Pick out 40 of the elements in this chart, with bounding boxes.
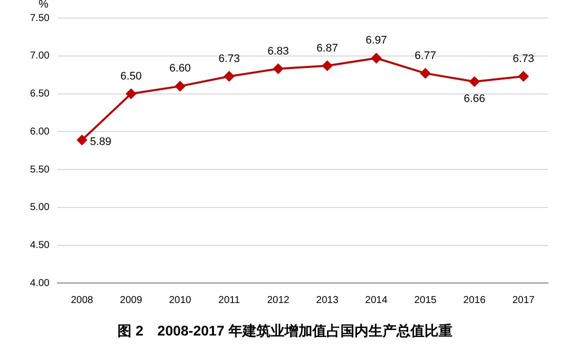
y-tick-label: 6.50 <box>30 88 50 100</box>
x-tick-label: 2010 <box>168 294 192 306</box>
point <box>371 53 382 64</box>
x-tick-label: 2011 <box>218 294 240 306</box>
data-label: 6.73 <box>512 52 534 65</box>
point <box>224 71 234 82</box>
data-label: 6.50 <box>120 70 142 82</box>
point <box>273 64 284 74</box>
x-tick-label: 2008 <box>70 294 94 306</box>
y-tick-label: 4.50 <box>30 240 50 252</box>
point <box>322 60 332 71</box>
point <box>469 76 480 87</box>
y-tick-label: 5.00 <box>30 202 50 214</box>
point <box>76 134 87 145</box>
data-label: 6.77 <box>414 50 436 62</box>
data-label: 5.89 <box>90 136 112 148</box>
x-tick-label: 2016 <box>463 294 486 306</box>
y-tick-label: 7.00 <box>30 50 50 62</box>
y-tick-label: 7.50 <box>30 12 50 24</box>
point <box>175 81 186 92</box>
text: 图 2 2008-2017 年建筑业增加值占国内生产总值比重 <box>118 322 452 338</box>
data-label: 6.97 <box>366 34 388 47</box>
x-tick-label: 2009 <box>120 294 143 306</box>
x-tick-label: 2012 <box>267 294 290 306</box>
x-tick-label: 2014 <box>365 294 388 306</box>
x-tick-label: 2015 <box>414 294 437 306</box>
y-tick-label: 6.00 <box>30 126 50 138</box>
point <box>420 68 430 78</box>
y-tick-label: 5.50 <box>30 164 50 176</box>
x-tick-label: 2013 <box>316 294 339 306</box>
point <box>518 71 528 82</box>
data-label: 6.66 <box>464 93 486 106</box>
data-label: 6.73 <box>218 52 240 65</box>
point <box>126 88 136 99</box>
data-label: 6.87 <box>316 42 338 54</box>
data-label: 6.83 <box>267 45 289 58</box>
x-tick-label: 2017 <box>512 294 536 306</box>
y-tick-label: 4.00 <box>30 278 50 289</box>
y-axis-title: % <box>38 0 49 11</box>
data-label: 6.60 <box>169 62 191 75</box>
